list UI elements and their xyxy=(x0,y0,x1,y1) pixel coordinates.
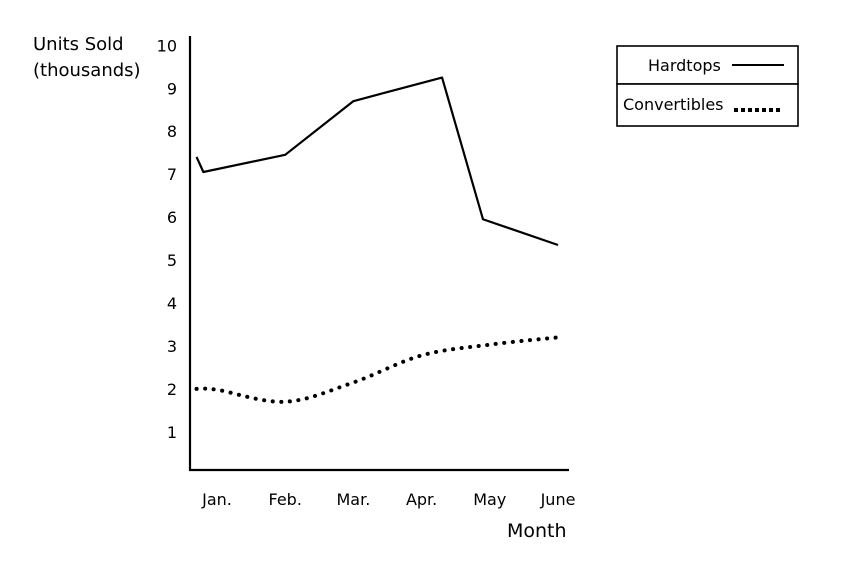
series-line-hardtops xyxy=(195,76,559,247)
y-tick-label-1: 1 xyxy=(167,423,177,442)
x-tick-label-jan: Jan. xyxy=(201,490,232,509)
y-tick-label-2: 2 xyxy=(167,380,177,399)
x-tick-label-may: May xyxy=(473,490,506,509)
y-tick-label-6: 6 xyxy=(167,208,177,227)
legend: Hardtops Convertibles xyxy=(616,45,799,127)
legend-label-convertibles: Convertibles xyxy=(623,95,724,114)
series-lines xyxy=(194,76,560,404)
x-axis-title: Month xyxy=(507,520,567,542)
y-tick-label-3: 3 xyxy=(167,337,177,356)
series-line-convertibles xyxy=(194,335,560,404)
x-tick-labels: Jan. Feb. Mar. Apr. May June xyxy=(201,490,575,509)
y-tick-label-4: 4 xyxy=(167,294,177,313)
legend-label-hardtops: Hardtops xyxy=(648,56,721,75)
axes xyxy=(188,36,569,472)
y-tick-label-8: 8 xyxy=(167,122,177,141)
y-tick-label-5: 5 xyxy=(167,251,177,270)
y-tick-label-9: 9 xyxy=(167,79,177,98)
y-axis-unit: (thousands) xyxy=(33,60,141,81)
x-tick-label-apr: Apr. xyxy=(406,490,437,509)
y-tick-label-10: 10 xyxy=(157,36,177,55)
x-tick-label-feb: Feb. xyxy=(268,490,301,509)
x-tick-label-mar: Mar. xyxy=(336,490,370,509)
x-tick-label-june: June xyxy=(540,490,576,509)
y-tick-label-7: 7 xyxy=(167,165,177,184)
legend-box-convertibles xyxy=(616,83,799,127)
y-axis-title: Units Sold xyxy=(33,34,124,55)
y-tick-labels: 1 2 3 4 5 6 7 8 9 10 xyxy=(157,36,177,442)
